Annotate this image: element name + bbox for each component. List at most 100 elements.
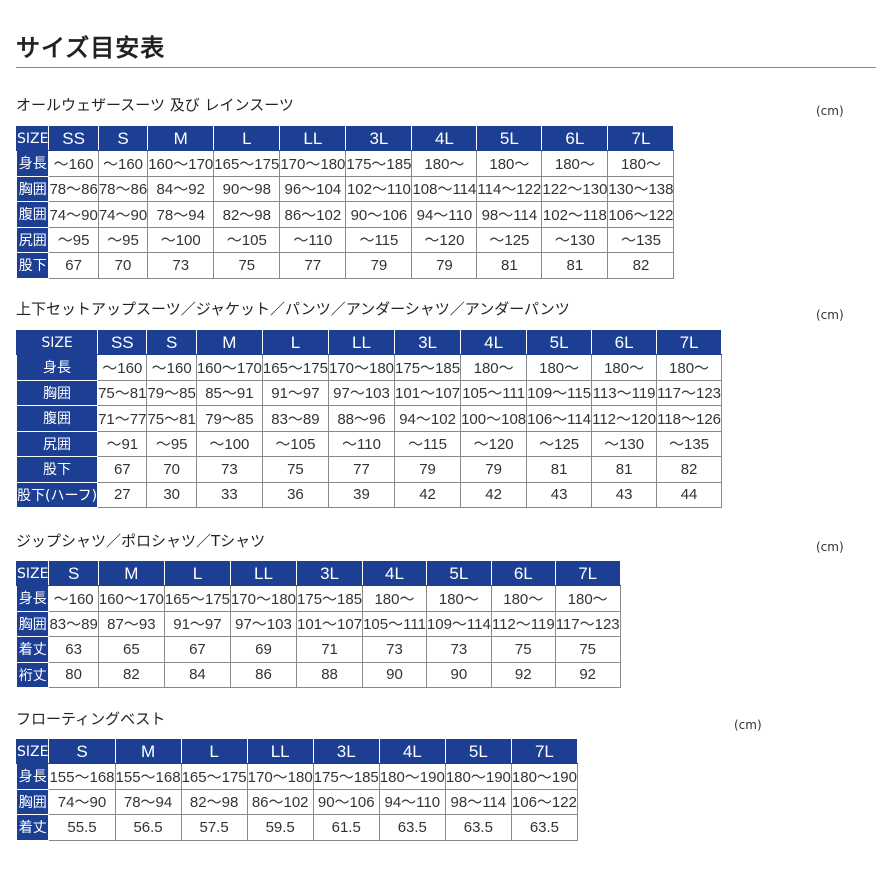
measurement-cell: 87〜93 bbox=[97, 610, 165, 637]
measurement-cell: 109〜114 bbox=[425, 610, 492, 637]
section-label: ジップシャツ／ポロシャツ／Tシャツ bbox=[16, 532, 266, 550]
measurement-cell: 〜115 bbox=[394, 430, 462, 457]
measurement-cell: 175〜185 bbox=[345, 150, 413, 177]
measurement-cell: 180〜 bbox=[362, 585, 427, 612]
measurement-cell: 180〜 bbox=[607, 150, 675, 177]
measurement-cell: 180〜 bbox=[541, 150, 609, 177]
measurement-cell: 81 bbox=[591, 456, 658, 483]
measurement-cell: 165〜175 bbox=[213, 150, 281, 177]
measurement-cell: 〜115 bbox=[345, 226, 413, 253]
measurement-cell: 118〜126 bbox=[656, 405, 723, 432]
size-header-cell: S bbox=[146, 330, 197, 355]
measurement-cell: 71 bbox=[296, 636, 364, 663]
measurement-cell: 130〜138 bbox=[607, 175, 675, 202]
measurement-cell: 〜95 bbox=[97, 226, 149, 253]
measurement-cell: 〜160 bbox=[97, 150, 149, 177]
size-header-cell: 4L bbox=[460, 330, 528, 355]
measurement-cell: 122〜130 bbox=[541, 175, 609, 202]
measurement-cell: 180〜 bbox=[460, 354, 528, 381]
measurement-cell: 27 bbox=[97, 481, 148, 508]
measurement-cell: 70 bbox=[146, 456, 197, 483]
measurement-cell: 101〜107 bbox=[296, 610, 364, 637]
measurement-cell: 80 bbox=[48, 661, 99, 688]
table-row: 腹囲 74〜90 74〜90 78〜94 82〜98 86〜102 90〜106 94〜110… bbox=[15, 201, 675, 228]
table-row: 尻囲 〜95 〜95 〜100 〜105 〜110 〜115 〜120 〜125 〜130 〜135 bbox=[15, 226, 675, 253]
measurement-cell: 61.5 bbox=[312, 814, 380, 841]
measurement-cell: 180〜190 bbox=[510, 763, 578, 790]
table-row: 股下 67 70 73 75 77 79 79 81 81 82 bbox=[15, 252, 675, 279]
measurement-cell: 65 bbox=[97, 636, 165, 663]
size-header-cell: 5L bbox=[526, 330, 593, 355]
measurement-cell: 78〜94 bbox=[114, 788, 182, 815]
measurement-cell: 180〜 bbox=[490, 585, 556, 612]
measurement-cell: 114〜122 bbox=[476, 175, 543, 202]
section-label: フローティングベスト bbox=[16, 710, 166, 728]
measurement-cell: 81 bbox=[541, 252, 609, 279]
row-header-cell: 身長 bbox=[15, 354, 99, 381]
measurement-cell: 75〜81 bbox=[146, 405, 197, 432]
measurement-cell: 〜91 bbox=[97, 430, 148, 457]
measurement-cell: 33 bbox=[195, 481, 263, 508]
measurement-cell: 63.5 bbox=[444, 814, 512, 841]
measurement-cell: 155〜168 bbox=[114, 763, 182, 790]
row-header-cell: 胸囲 bbox=[15, 788, 50, 815]
measurement-cell: 78〜86 bbox=[48, 175, 99, 202]
measurement-cell: 90 bbox=[362, 661, 427, 688]
size-header-cell: 5L bbox=[444, 739, 512, 764]
table-header-row: SIZE S M L LL 3L 4L 5L 7L bbox=[15, 739, 578, 764]
size-header-cell: LL bbox=[246, 739, 314, 764]
measurement-cell: 69 bbox=[229, 636, 298, 663]
measurement-cell: 75 bbox=[213, 252, 281, 279]
measurement-cell: 106〜114 bbox=[526, 405, 593, 432]
measurement-cell: 170〜180 bbox=[279, 150, 347, 177]
measurement-cell: 88 bbox=[296, 661, 364, 688]
unit-label: (cm) bbox=[816, 540, 844, 554]
row-header-cell: 胸囲 bbox=[15, 379, 99, 406]
measurement-cell: 180〜190 bbox=[444, 763, 512, 790]
size-label-cell: SIZE bbox=[15, 126, 50, 151]
measurement-cell: 〜100 bbox=[195, 430, 263, 457]
size-header-cell: L bbox=[180, 739, 248, 764]
table-row: 尻囲 〜91 〜95 〜100 〜105 〜110 〜115 〜120 〜125 〜130 〜135 bbox=[15, 430, 723, 457]
size-header-cell: L bbox=[213, 126, 281, 151]
measurement-cell: 102〜118 bbox=[541, 201, 609, 228]
measurement-cell: 112〜120 bbox=[591, 405, 658, 432]
measurement-cell: 160〜170 bbox=[147, 150, 215, 177]
measurement-cell: 〜125 bbox=[476, 226, 543, 253]
measurement-cell: 180〜 bbox=[526, 354, 593, 381]
measurement-cell: 94〜102 bbox=[394, 405, 462, 432]
measurement-cell: 170〜180 bbox=[246, 763, 314, 790]
size-header-cell: S bbox=[97, 126, 149, 151]
measurement-cell: 97〜103 bbox=[327, 379, 396, 406]
table-row: 身長 〜160 〜160 160〜170 165〜175 170〜180 175〜185 18… bbox=[15, 354, 723, 381]
size-header-cell: 3L bbox=[394, 330, 462, 355]
measurement-cell: 74〜90 bbox=[48, 788, 116, 815]
measurement-cell: 73 bbox=[425, 636, 492, 663]
section-label: 上下セットアップスーツ／ジャケット／パンツ／アンダーシャツ／アンダーパンツ bbox=[16, 300, 570, 318]
measurement-cell: 73 bbox=[195, 456, 263, 483]
measurement-cell: 75〜81 bbox=[97, 379, 148, 406]
measurement-cell: 170〜180 bbox=[327, 354, 396, 381]
title-divider bbox=[16, 67, 876, 68]
measurement-cell: 67 bbox=[163, 636, 231, 663]
size-header-cell: 4L bbox=[411, 126, 478, 151]
size-header-cell: 5L bbox=[425, 561, 492, 586]
measurement-cell: 84 bbox=[163, 661, 231, 688]
table-row: 身長 155〜168 155〜168 165〜175 170〜180 175〜185 180… bbox=[15, 763, 578, 790]
table-row: 身長 〜160 〜160 160〜170 165〜175 170〜180 175〜185 18… bbox=[15, 150, 675, 177]
measurement-cell: 73 bbox=[362, 636, 427, 663]
measurement-cell: 180〜 bbox=[554, 585, 621, 612]
measurement-cell: 86〜102 bbox=[246, 788, 314, 815]
size-header-cell: M bbox=[195, 330, 263, 355]
size-header-cell: M bbox=[147, 126, 215, 151]
measurement-cell: 92 bbox=[490, 661, 556, 688]
measurement-cell: 55.5 bbox=[48, 814, 116, 841]
measurement-cell: 90〜98 bbox=[213, 175, 281, 202]
row-header-cell: 胸囲 bbox=[15, 610, 50, 637]
size-header-cell: M bbox=[97, 561, 165, 586]
measurement-cell: 〜120 bbox=[411, 226, 478, 253]
measurement-cell: 〜95 bbox=[146, 430, 197, 457]
measurement-cell: 74〜90 bbox=[97, 201, 149, 228]
measurement-cell: 86〜102 bbox=[279, 201, 347, 228]
size-header-cell: 4L bbox=[378, 739, 446, 764]
